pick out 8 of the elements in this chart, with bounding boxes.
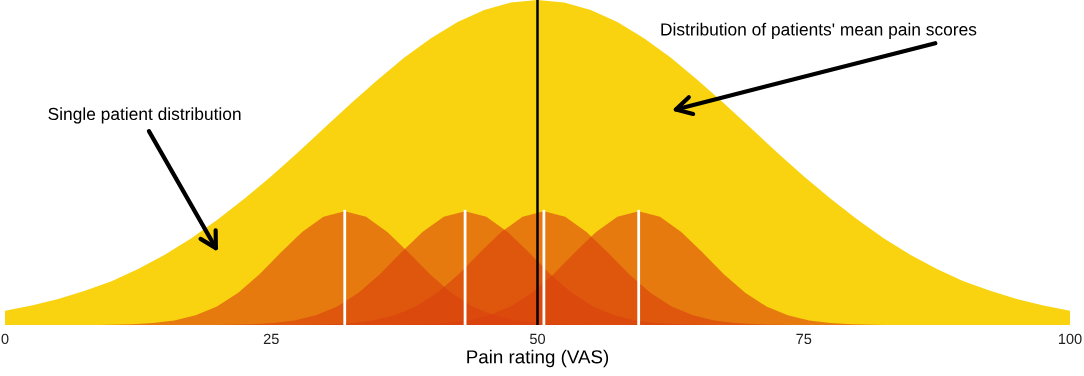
x-tick-label: 25 [263, 333, 279, 345]
x-tick-label: 50 [529, 333, 546, 345]
annotation: Distribution of patients' mean pain scores [661, 22, 977, 39]
x-tick-label: 75 [796, 333, 812, 345]
x-tick-label: 100 [1058, 333, 1082, 345]
x-axis-title: Pain rating (VAS) [467, 349, 609, 368]
x-tick-label: 0 [1, 333, 9, 345]
annotation: Single patient distribution [48, 107, 241, 124]
